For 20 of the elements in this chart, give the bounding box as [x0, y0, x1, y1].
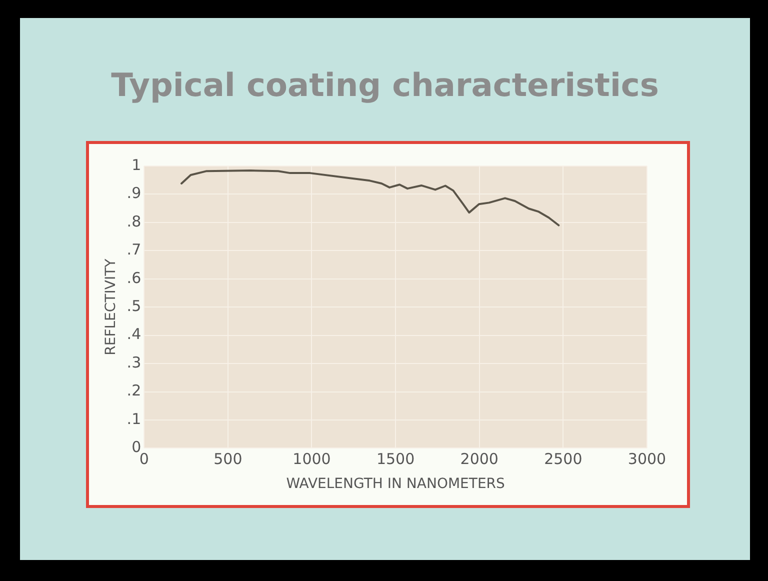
y-tick-label: .6 [126, 268, 142, 287]
x-tick-label: 1500 [376, 450, 415, 468]
x-tick-label: 1000 [292, 450, 331, 468]
y-tick-label: .7 [126, 240, 142, 259]
x-tick-label: 2000 [460, 450, 498, 468]
chart-title: Typical coating characteristics [110, 66, 660, 104]
x-tick-label: 2500 [544, 450, 582, 468]
y-tick-label: .4 [126, 325, 142, 344]
y-tick-label: 1 [132, 156, 142, 174]
x-tick-label: 500 [214, 450, 242, 468]
y-tick-label: .5 [126, 296, 142, 315]
x-tick-label: 3000 [628, 450, 666, 468]
y-tick-label: .9 [126, 184, 142, 202]
x-axis-title: WAVELENGTH IN NANOMETERS [286, 476, 506, 492]
y-tick-label: 0 [132, 438, 142, 456]
y-tick-label: .1 [126, 410, 142, 428]
y-axis-title: REFLECTIVITY [103, 258, 120, 356]
y-tick-label: .3 [126, 353, 142, 372]
y-tick-label: .8 [126, 212, 142, 230]
y-tick-label: .2 [126, 382, 142, 400]
